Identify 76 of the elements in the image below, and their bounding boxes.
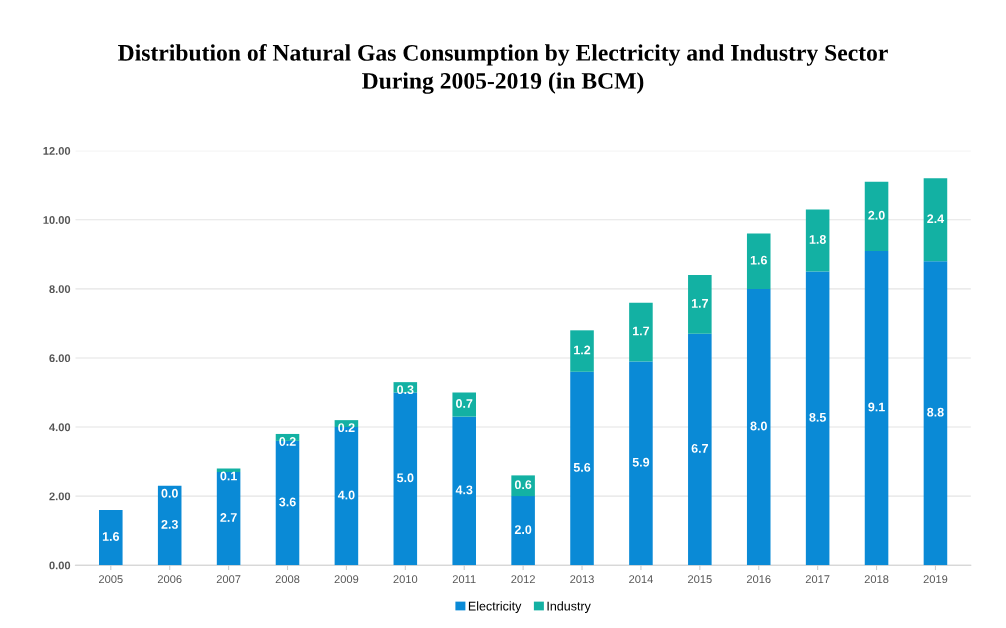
bar [99,509,123,566]
bar [746,288,771,566]
data-label: 8.0 [750,421,767,431]
bar [216,471,241,566]
data-label: 2.0 [868,210,885,220]
data-label: 4.0 [337,490,355,500]
y-tick-label: 8.00 [49,285,71,294]
bar [688,333,712,566]
x-tick-label: 2007 [216,575,241,584]
data-label: 0.1 [220,471,237,481]
y-tick-label: 12.00 [43,146,71,155]
data-label: 2.0 [514,525,532,535]
data-label: 3.6 [279,497,296,507]
data-label: 9.1 [868,402,885,412]
bar [452,392,476,417]
legend-label: Industry [547,601,591,613]
x-tick-label: 2014 [629,575,653,584]
bar [805,209,830,272]
data-label: 1.2 [574,345,591,355]
y-tick-label: 6.00 [49,354,71,363]
y-tick-label: 0.00 [49,561,71,570]
x-tick-label: 2012 [511,575,535,584]
data-label: 1.7 [691,299,708,308]
bar [923,178,948,262]
data-label: 6.7 [691,443,708,453]
data-label: 8.5 [809,412,826,422]
bar [570,371,594,566]
bar [629,302,653,362]
x-tick-label: 2015 [688,575,712,584]
x-tick-label: 2011 [452,575,476,584]
x-tick-label: 2010 [393,575,418,584]
data-label: 8.8 [927,407,944,417]
data-label: 1.8 [809,235,826,244]
bar [805,271,830,566]
data-label: 4.3 [455,485,473,495]
x-tick-label: 2006 [157,575,182,584]
data-label: 0.3 [397,385,414,395]
x-tick-label: 2018 [864,575,889,584]
x-tick-label: 2019 [923,575,948,584]
y-tick-label: 10.00 [43,216,71,224]
x-tick-label: 2016 [746,575,771,584]
data-label: 2.4 [927,214,945,224]
bar [688,275,712,334]
bar [746,233,771,289]
x-tick-label: 2009 [334,575,359,584]
x-tick-label: 2008 [275,575,300,584]
bar [570,330,594,372]
x-tick-label: 2013 [570,575,594,584]
x-tick-label: 2005 [98,575,123,584]
data-label: 5.0 [397,473,414,483]
data-label: 2.7 [220,513,237,522]
y-tick-label: 2.00 [49,492,71,501]
chart-title: Distribution of Natural Gas Consumption by Electricity and Industry Sector During 2005-2019 (in BCM) [118,43,888,94]
data-label: 5.9 [632,457,650,467]
legend-label: Electricity [468,601,522,613]
bar [452,416,476,566]
data-label: 2.3 [161,519,178,529]
bar [864,250,889,566]
data-label: 0.7 [456,399,473,408]
data-label: 1.6 [750,255,767,265]
data-label: 1.7 [633,326,650,336]
data-label: 0.6 [514,480,532,490]
data-label: 0.2 [338,423,355,433]
bar [629,361,653,566]
bar [157,485,182,566]
bar [511,496,535,566]
data-label: 1.6 [102,532,120,541]
x-tick-label: 2017 [805,575,830,584]
bar [216,468,241,472]
data-label: 5.6 [573,462,591,472]
data-label: 0.0 [161,488,178,498]
data-label: 0.2 [279,437,296,446]
y-tick-label: 4.00 [49,423,71,432]
bar [923,261,948,566]
bar [864,181,889,251]
bar [393,392,418,566]
